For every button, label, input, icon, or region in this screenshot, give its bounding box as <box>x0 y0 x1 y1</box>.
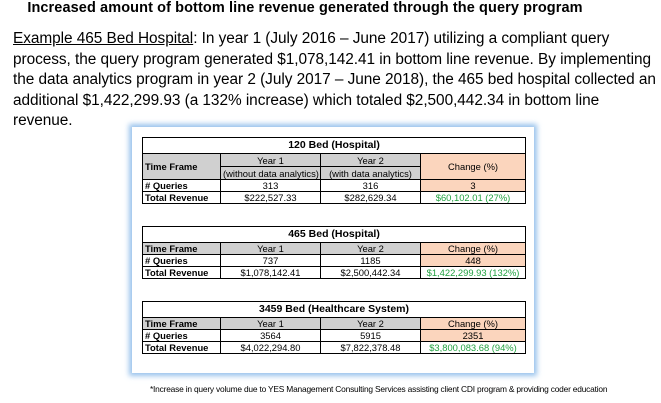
revenue-change: $60,102.01 (27%) <box>419 191 527 204</box>
page-title: Increased amount of bottom line revenue … <box>27 0 583 16</box>
queries-year2: 316 <box>320 179 421 192</box>
year2-header: Year 2 <box>320 242 421 255</box>
table-465-bed: 465 Bed (Hospital) Time Frame Year 1 Yea… <box>141 226 527 279</box>
queries-change: 448 <box>419 254 527 267</box>
change-header: Change (%) <box>419 242 527 255</box>
year1-header: Year 1 <box>220 317 321 330</box>
table-caption: 120 Bed (Hospital) <box>141 137 527 154</box>
time-frame-label: Time Frame <box>142 153 221 180</box>
revenue-year2: $282,629.34 <box>320 191 421 204</box>
revenue-year1: $222,527.33 <box>220 191 321 204</box>
table-120-bed: 120 Bed (Hospital) Time Frame Year 1 Yea… <box>141 137 527 204</box>
time-frame-label: Time Frame <box>142 317 221 330</box>
table-caption: 3459 Bed (Healthcare System) <box>142 301 526 318</box>
revenue-year1: $4,022,294.80 <box>220 341 321 354</box>
queries-change: 3 <box>419 179 527 192</box>
year1-subheader: (without data analytics) <box>220 166 321 180</box>
revenue-change: $1,422,299.93 (132%) <box>419 266 527 279</box>
queries-year2: 5915 <box>320 329 421 342</box>
queries-label: # Queries <box>142 329 221 342</box>
queries-year2: 1185 <box>320 254 421 267</box>
table-caption: 465 Bed (Hospital) <box>141 226 527 243</box>
summary-paragraph: Example 465 Bed Hospital: In year 1 (Jul… <box>13 29 657 132</box>
revenue-label: Total Revenue <box>142 266 221 279</box>
time-frame-label: Time Frame <box>142 242 221 255</box>
year2-header: Year 2 <box>320 153 421 167</box>
queries-label: # Queries <box>142 179 221 192</box>
queries-year1: 313 <box>220 179 321 192</box>
tables-panel: 120 Bed (Hospital) Time Frame Year 1 Yea… <box>132 127 534 373</box>
revenue-year2: $7,822,378.48 <box>320 341 421 354</box>
change-header: Change (%) <box>419 153 527 180</box>
queries-year1: 737 <box>220 254 321 267</box>
revenue-label: Total Revenue <box>142 191 221 204</box>
example-label: Example 465 Bed Hospital <box>13 30 194 47</box>
change-header: Change (%) <box>420 317 526 330</box>
year1-header: Year 1 <box>220 153 321 167</box>
queries-change: 2351 <box>420 329 526 342</box>
footnote: *Increase in query volume due to YES Man… <box>150 384 608 394</box>
summary-text: : In year 1 (July 2016 – June 2017) util… <box>13 30 656 129</box>
revenue-label: Total Revenue <box>142 341 221 354</box>
table-3459-bed: 3459 Bed (Healthcare System) Time Frame … <box>142 301 526 354</box>
queries-label: # Queries <box>142 254 221 267</box>
year2-subheader: (with data analytics) <box>320 166 421 180</box>
revenue-year1: $1,078,142.41 <box>220 266 321 279</box>
year1-header: Year 1 <box>220 242 321 255</box>
queries-year1: 3564 <box>220 329 321 342</box>
revenue-change: $3,800,083.68 (94%) <box>420 341 526 354</box>
year2-header: Year 2 <box>320 317 421 330</box>
revenue-year2: $2,500,442.34 <box>320 266 421 279</box>
